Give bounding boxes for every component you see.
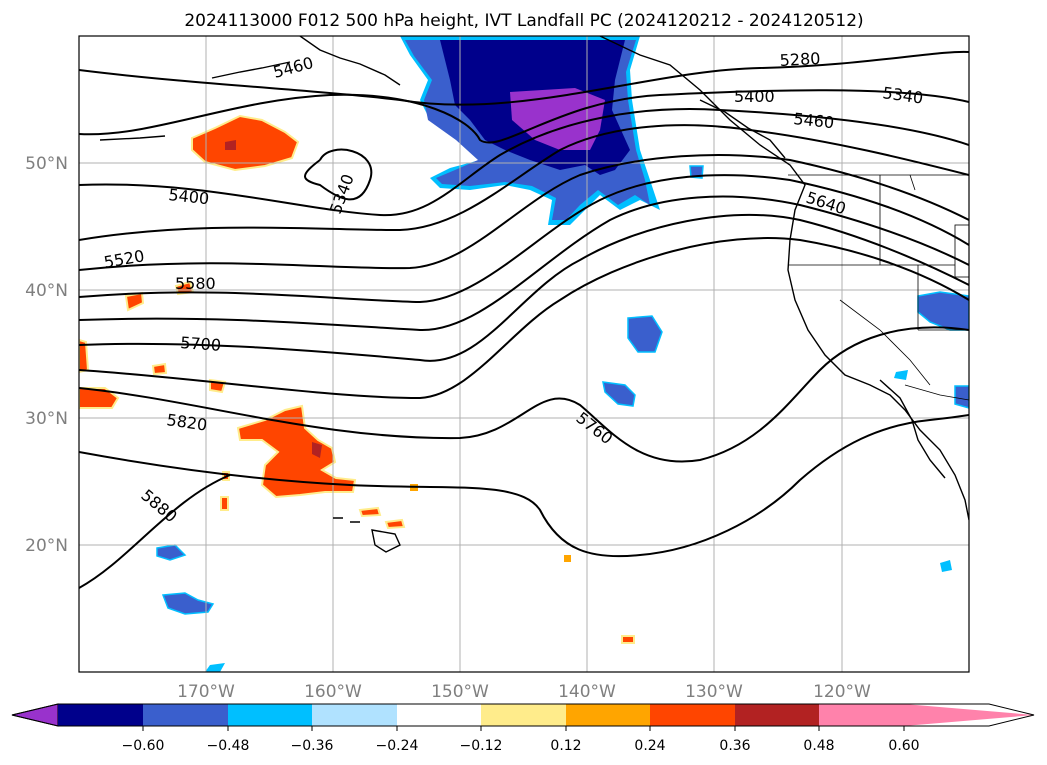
lat-label: 20°N	[25, 536, 68, 556]
colorbar-swatch	[481, 704, 566, 726]
colorbar-swatch	[819, 704, 904, 726]
colorbar-tick-label: 0.60	[888, 738, 919, 754]
colorbar-extend-left	[11, 703, 59, 727]
colorbar-tick-label: −0.24	[376, 738, 419, 754]
colorbar-swatch	[566, 704, 650, 726]
figure-title: 2024113000 F012 500 hPa height, IVT Land…	[184, 11, 863, 31]
lat-label: 40°N	[25, 281, 68, 301]
colorbar-swatch	[58, 704, 143, 726]
ivt-negative-plume	[156, 36, 969, 672]
ivt-positive-areas	[79, 114, 635, 644]
colorbar-tick-label: −0.12	[460, 738, 503, 754]
colorbar-swatch	[735, 704, 819, 726]
lat-label: 30°N	[25, 409, 68, 429]
colorbar-extend-right	[904, 704, 1034, 726]
contour-label: 5580	[175, 274, 216, 293]
colorbar-tick-label: 0.48	[803, 738, 834, 754]
contour-label: 5400	[734, 87, 775, 106]
colorbar-tick-label: −0.36	[291, 738, 334, 754]
lon-label: 120°W	[813, 682, 871, 702]
colorbar-tick-label: 0.36	[719, 738, 750, 754]
height-contours	[79, 50, 969, 589]
colorbar-swatch	[228, 704, 312, 726]
map-frame	[78, 35, 970, 673]
colorbar: −0.60 −0.48 −0.36 −0.24 −0.12 0.12 0.24 …	[11, 703, 1035, 754]
gridlines	[79, 36, 969, 672]
contour-label: 5700	[180, 333, 222, 355]
colorbar-tick-label: 0.24	[634, 738, 665, 754]
colorbar-swatch	[650, 704, 735, 726]
contour-label: 5460	[793, 109, 835, 132]
lon-label: 160°W	[304, 682, 362, 702]
contour-label: 5280	[779, 49, 821, 70]
colorbar-swatch	[397, 704, 481, 726]
longitude-labels: 170°W 160°W 150°W 140°W 130°W 120°W	[177, 682, 871, 702]
lon-label: 150°W	[431, 682, 489, 702]
map-content: 5460 5280 5400 5340 5460 5400 5340 5640 …	[79, 36, 969, 672]
political-borders	[788, 174, 969, 401]
lon-label: 140°W	[558, 682, 616, 702]
contour-label: 5400	[168, 185, 210, 208]
colorbar-swatch	[312, 704, 397, 726]
colorbar-tick-label: −0.60	[122, 738, 165, 754]
colorbar-tick-label: 0.12	[550, 738, 581, 754]
lon-label: 130°W	[685, 682, 743, 702]
lat-label: 50°N	[25, 154, 68, 174]
colorbar-outline	[11, 703, 1035, 727]
lon-label: 170°W	[177, 682, 235, 702]
latitude-labels: 50°N 40°N 30°N 20°N	[25, 154, 68, 556]
colorbar-tick-label: −0.48	[207, 738, 250, 754]
colorbar-swatch	[143, 704, 228, 726]
